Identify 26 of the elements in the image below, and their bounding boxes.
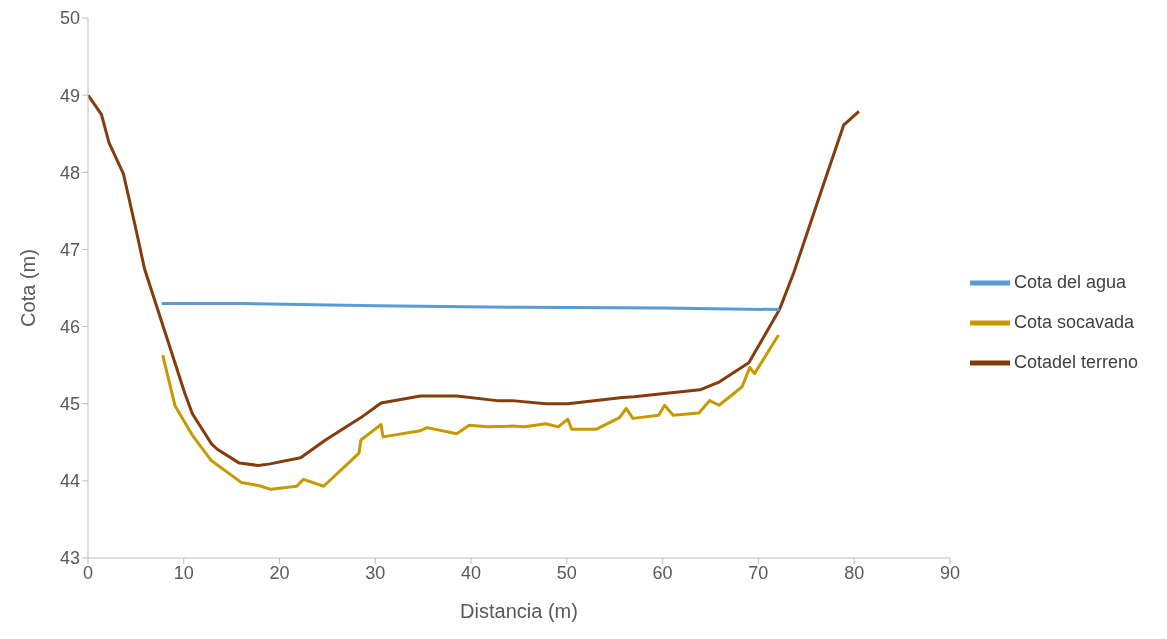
x-tick-label: 70: [748, 562, 769, 583]
y-tick-label: 44: [59, 471, 80, 492]
x-tick-label: 50: [556, 562, 577, 583]
y-tick-label: 48: [59, 162, 80, 183]
x-tick-label: 90: [939, 562, 960, 583]
x-tick-label: 20: [269, 562, 290, 583]
y-tick-label: 47: [59, 239, 80, 260]
line-series: [160, 301, 781, 312]
y-tick-label: 45: [59, 394, 80, 415]
line-series: [161, 333, 780, 491]
x-tick-label: 30: [365, 562, 386, 583]
y-axis-title: Cota (m): [17, 249, 40, 327]
legend-label: Cota del agua: [1013, 271, 1127, 292]
x-tick-label: 80: [844, 562, 865, 583]
y-tick-label: 49: [59, 85, 80, 106]
x-axis-title: Distancia (m): [460, 600, 578, 622]
line-series: [88, 93, 861, 467]
y-tick-label: 50: [59, 8, 80, 29]
y-tick-label: 46: [59, 316, 80, 337]
legend-label: Cota socavada: [1013, 311, 1134, 332]
x-tick-label: 10: [173, 562, 194, 583]
legend-label: Cotadel terreno: [1013, 351, 1138, 372]
x-tick-label: 0: [82, 562, 94, 583]
y-tick-label: 43: [59, 548, 80, 569]
x-tick-label: 40: [461, 562, 482, 583]
x-tick-label: 60: [652, 562, 673, 583]
